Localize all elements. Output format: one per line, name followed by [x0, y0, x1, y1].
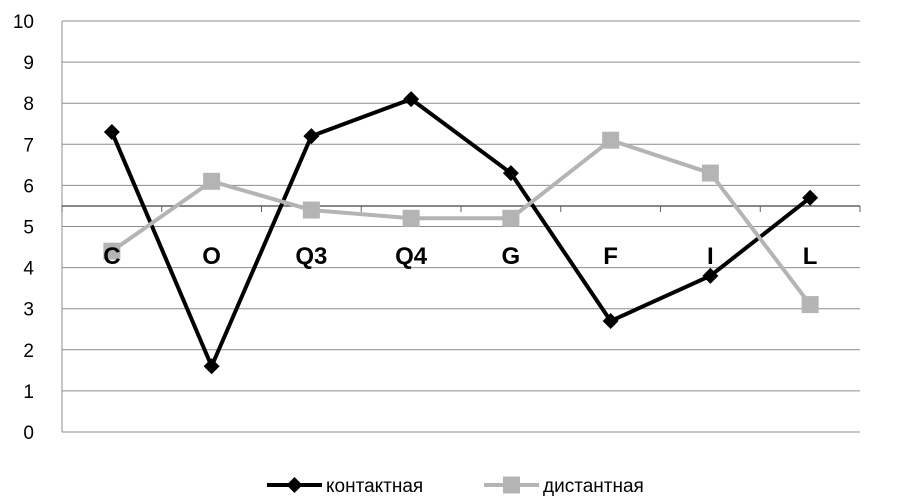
data-point-marker — [303, 128, 320, 145]
category-label: L — [803, 243, 818, 270]
category-label: G — [502, 243, 521, 270]
category-label: Q3 — [295, 243, 327, 270]
y-tick-label: 2 — [23, 341, 34, 362]
y-tick-label: 5 — [23, 218, 34, 239]
data-point-marker — [103, 123, 120, 140]
data-point-marker — [203, 172, 221, 190]
series-line — [110, 138, 812, 306]
data-point-marker — [203, 358, 220, 375]
data-point-marker — [602, 131, 620, 149]
legend-label: дистантная — [543, 476, 644, 496]
data-point-marker — [801, 296, 819, 314]
legend-item-2: дистантная — [484, 476, 644, 496]
data-point-marker — [402, 209, 420, 227]
y-tick-label: 7 — [23, 135, 34, 156]
legend-item-1: контактная — [267, 476, 423, 496]
category-label: Q4 — [395, 243, 428, 270]
category-label: I — [707, 243, 714, 270]
legend-label: контактная — [326, 476, 423, 496]
category-labels: C O Q3 Q4 G F I L — [103, 243, 817, 270]
category-label: C — [103, 243, 120, 270]
category-label: O — [202, 243, 221, 270]
series-1 — [103, 91, 819, 375]
y-tick-label: 4 — [23, 259, 34, 280]
data-point-marker — [502, 209, 520, 227]
data-point-marker — [802, 189, 819, 206]
y-tick-label: 10 — [13, 12, 34, 33]
y-tick-label: 9 — [23, 53, 34, 74]
y-tick-label: 8 — [23, 94, 34, 115]
data-point-marker — [403, 91, 420, 108]
data-point-marker — [502, 165, 519, 182]
series-2 — [103, 131, 819, 314]
legend-marker — [503, 476, 520, 494]
data-point-marker — [103, 242, 121, 260]
gridlines — [61, 20, 860, 433]
data-point-marker — [702, 267, 719, 284]
series-group — [103, 91, 819, 375]
data-point-marker — [602, 313, 619, 330]
y-tick-label: 3 — [23, 300, 34, 321]
data-point-marker — [701, 164, 719, 182]
y-tick-label: 0 — [23, 423, 34, 444]
y-tick-label: 1 — [23, 382, 34, 403]
category-label: F — [603, 243, 618, 270]
legend-marker — [286, 477, 303, 493]
legend: контактная дистантная — [267, 476, 644, 496]
series-line — [110, 97, 812, 369]
x-axis-tick-marks — [61, 205, 861, 212]
data-point-marker — [302, 201, 320, 219]
y-axis-ticks: 0 1 2 3 4 5 6 7 8 9 10 — [13, 12, 35, 444]
y-tick-label: 6 — [23, 176, 34, 197]
